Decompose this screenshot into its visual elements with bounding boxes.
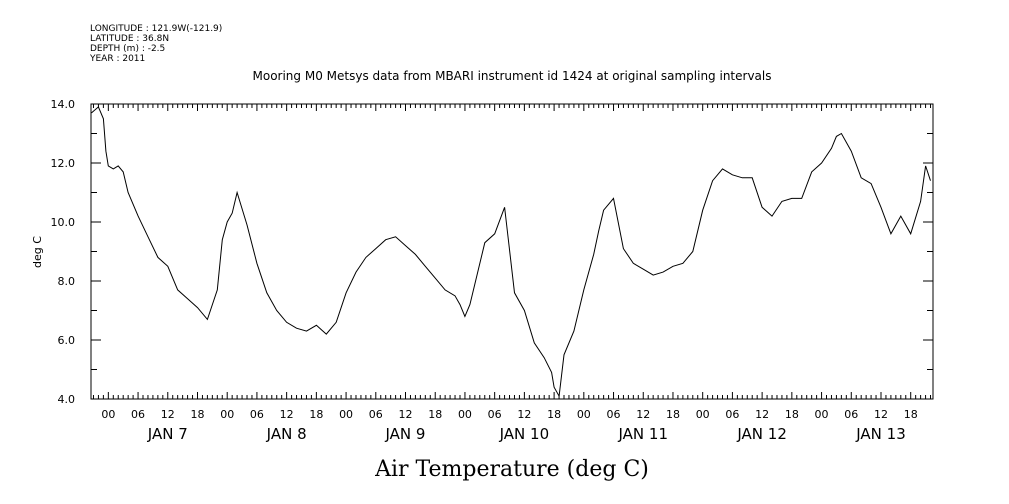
x-hour-label: 06 bbox=[725, 408, 739, 421]
y-tick-labels: 4.0 6.0 8.0 10.0 12.0 14.0 bbox=[51, 98, 76, 406]
y-tick-label: 8.0 bbox=[58, 275, 76, 288]
x-day-label: JAN 8 bbox=[266, 425, 307, 443]
x-hour-label: 18 bbox=[547, 408, 561, 421]
y-tick-label: 10.0 bbox=[51, 216, 76, 229]
x-axis-label: Air Temperature (deg C) bbox=[374, 457, 649, 482]
x-hour-label: 06 bbox=[250, 408, 264, 421]
plot-frame bbox=[90, 103, 934, 400]
y-tick-label: 14.0 bbox=[51, 98, 76, 111]
y-tick-label: 6.0 bbox=[58, 334, 76, 347]
x-hour-label: 06 bbox=[607, 408, 621, 421]
axis-ticks bbox=[91, 103, 933, 400]
x-hour-label: 12 bbox=[161, 408, 175, 421]
x-day-label: JAN 12 bbox=[736, 425, 787, 443]
x-day-label: JAN 9 bbox=[385, 425, 426, 443]
x-hour-label: 00 bbox=[696, 408, 710, 421]
x-hour-label: 00 bbox=[458, 408, 472, 421]
x-hour-label: 00 bbox=[101, 408, 115, 421]
x-day-label: JAN 10 bbox=[499, 425, 550, 443]
x-hour-label: 06 bbox=[488, 408, 502, 421]
year-label: YEAR : 2011 bbox=[89, 54, 145, 64]
x-hour-label: 00 bbox=[577, 408, 591, 421]
x-hour-label: 12 bbox=[280, 408, 294, 421]
x-hour-label: 00 bbox=[815, 408, 829, 421]
x-hour-label: 12 bbox=[517, 408, 531, 421]
y-tick-label: 12.0 bbox=[51, 157, 76, 170]
x-hour-label: 18 bbox=[666, 408, 680, 421]
x-day-label: JAN 13 bbox=[855, 425, 906, 443]
x-hour-label: 18 bbox=[309, 408, 323, 421]
x-hour-label: 18 bbox=[428, 408, 442, 421]
x-hour-label: 12 bbox=[399, 408, 413, 421]
depth-label: DEPTH (m) : -2.5 bbox=[90, 44, 165, 54]
x-hour-tick-labels: 00 06 12 18 00 06 12 18 00 06 12 18 00 06 12 18 00 06 12 18… bbox=[101, 408, 917, 421]
x-hour-label: 12 bbox=[755, 408, 769, 421]
air-temperature-line bbox=[91, 106, 931, 398]
x-day-labels: JAN 7 JAN 8 JAN 9 JAN 10 JAN 11 JAN 12 JAN 13 bbox=[147, 425, 906, 443]
x-hour-label: 18 bbox=[904, 408, 918, 421]
x-hour-label: 12 bbox=[874, 408, 888, 421]
chart-title: Mooring M0 Metsys data from MBARI instru… bbox=[253, 69, 772, 83]
x-hour-label: 18 bbox=[190, 408, 204, 421]
x-hour-label: 00 bbox=[339, 408, 353, 421]
x-hour-label: 18 bbox=[785, 408, 799, 421]
x-day-label: JAN 11 bbox=[618, 425, 669, 443]
x-hour-label: 12 bbox=[636, 408, 650, 421]
longitude-label: LONGITUDE : 121.9W(-121.9) bbox=[90, 24, 222, 34]
x-hour-label: 00 bbox=[220, 408, 234, 421]
x-day-label: JAN 7 bbox=[147, 425, 188, 443]
latitude-label: LATITUDE : 36.8N bbox=[90, 34, 169, 44]
x-hour-label: 06 bbox=[844, 408, 858, 421]
y-tick-label: 4.0 bbox=[58, 393, 76, 406]
x-hour-label: 06 bbox=[131, 408, 145, 421]
y-axis-label: deg C bbox=[31, 236, 44, 268]
x-hour-label: 06 bbox=[369, 408, 383, 421]
